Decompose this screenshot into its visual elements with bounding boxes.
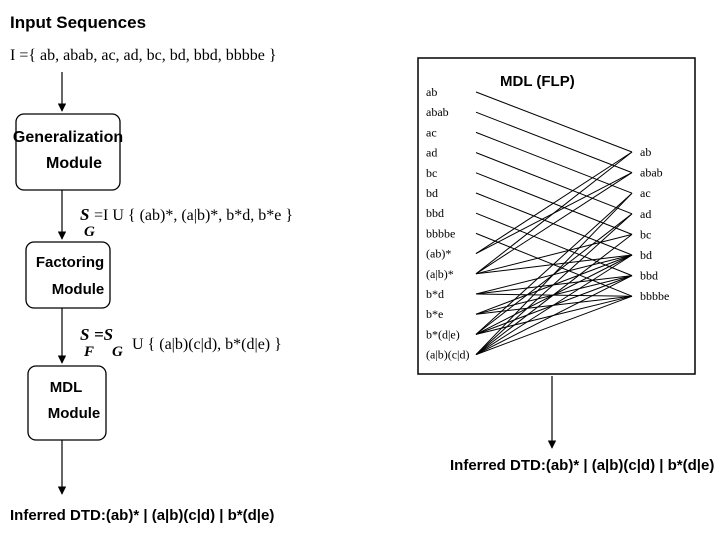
mdl-edge — [475, 192, 633, 355]
mdl-left-item: b*(d|e) — [426, 327, 460, 341]
mdl-left-item: bd — [426, 186, 438, 200]
mdl-edge — [475, 233, 633, 275]
generalization-module-line1: Generalization — [13, 129, 123, 146]
sf-mid-s: =S — [94, 325, 113, 344]
mdl-edge — [475, 275, 633, 356]
mdl-left-item: bc — [426, 166, 437, 180]
mdl-left-item: bbd — [426, 206, 444, 220]
generalization-module-line2: Module — [46, 155, 102, 172]
mdl-edge — [475, 151, 633, 275]
mdl-edge — [475, 91, 633, 153]
mdl-left-item: (a|b)* — [426, 267, 454, 281]
sg-lhs-sub: G — [84, 224, 95, 240]
mdl-edge — [475, 152, 633, 215]
mdl-edge — [475, 254, 633, 356]
mdl-edge — [475, 234, 633, 355]
mdl-edge — [475, 131, 633, 194]
mdl-module-line2: Module — [48, 405, 101, 422]
mdl-right-item: ac — [640, 186, 651, 200]
mdl-flp-title: MDL (FLP) — [500, 73, 575, 90]
mdl-right-item: ad — [640, 207, 651, 221]
factoring-module-box — [25, 241, 111, 309]
mdl-edge — [475, 151, 633, 255]
mdl-right-item: bbbbe — [640, 289, 669, 303]
mdl-edge — [475, 172, 633, 235]
mdl-edge — [475, 295, 633, 356]
mdl-left-item: ad — [426, 146, 437, 160]
sf-rhs: U { (a|b)(c|d), b*(d|e) } — [132, 336, 282, 353]
mdl-right-item: bd — [640, 248, 652, 262]
sg-rhs: =I U { (ab)*, (a|b)*, b*d, b*e } — [94, 207, 293, 224]
mdl-edge — [475, 192, 633, 335]
sf-lhs-sub: F — [83, 344, 94, 360]
mdl-left-item: bbbbe — [426, 226, 455, 240]
mdl-left-item: (ab)* — [426, 247, 451, 261]
mdl-left-item: ab — [426, 85, 437, 99]
sg-lhs-s: S — [80, 205, 89, 224]
mdl-left-item: b*e — [426, 307, 443, 321]
mdl-edge — [475, 111, 633, 174]
mdl-right-item: abab — [640, 166, 663, 180]
mdl-right-item: bbd — [640, 269, 658, 283]
mdl-left-item: abab — [426, 105, 449, 119]
mdl-flp-box — [417, 57, 696, 375]
mdl-edges — [475, 91, 633, 356]
mdl-left-labels: abababacadbcbdbbdbbbbe(ab)*(a|b)*b*db*eb… — [426, 85, 469, 362]
mdl-right-item: bc — [640, 227, 651, 241]
sf-mid-sub: G — [112, 344, 123, 360]
sf-lhs-s: S — [80, 325, 89, 344]
right-inferred-dtd: Inferred DTD:(ab)* | (a|b)(c|d) | b*(d|e… — [450, 457, 714, 474]
factoring-module-line1: Factoring — [36, 254, 104, 271]
mdl-left-item: (a|b)(c|d) — [426, 348, 469, 362]
mdl-left-item: ac — [426, 125, 437, 139]
mdl-edge — [475, 172, 633, 275]
left-inferred-dtd: Inferred DTD:(ab)* | (a|b)(c|d) | b*(d|e… — [10, 507, 274, 524]
factoring-module-line2: Module — [52, 281, 105, 298]
input-set: I ={ ab, abab, ac, ad, bc, bd, bbd, bbbb… — [10, 47, 277, 64]
mdl-edge — [475, 192, 633, 256]
mdl-left-item: b*d — [426, 287, 444, 301]
generalization-module-box — [15, 113, 121, 191]
input-title: Input Sequences — [10, 13, 146, 32]
mdl-module-line1: MDL — [50, 379, 83, 396]
mdl-right-item: ab — [640, 145, 651, 159]
mdl-edge — [475, 213, 633, 355]
mdl-module-box — [27, 365, 107, 441]
